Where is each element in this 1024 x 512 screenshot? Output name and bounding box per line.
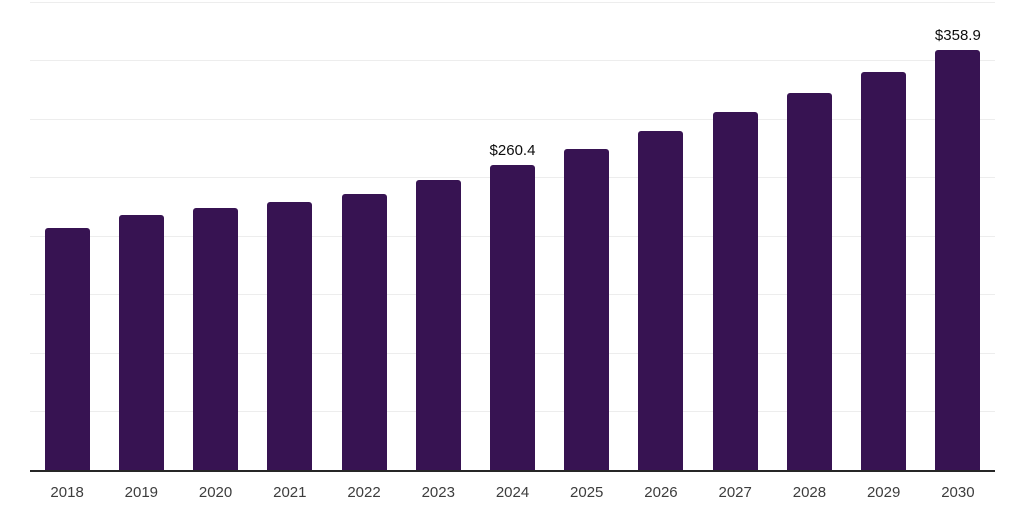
bar-2020 [193, 208, 239, 470]
value-label-2030: $358.9 [934, 27, 981, 45]
bar-2024 [490, 165, 535, 470]
chart-plot-area: $260.4 $358.9 [30, 1, 995, 472]
bar-2018 [44, 228, 90, 470]
x-tick-2019: 2019 [124, 484, 159, 501]
bar-2026 [638, 130, 684, 470]
gridline-350 [30, 60, 995, 61]
bar-2027 [712, 112, 758, 470]
bar-2029 [861, 71, 907, 470]
x-tick-2025: 2025 [570, 484, 604, 501]
bar-2021 [267, 201, 313, 470]
x-tick-2029: 2029 [866, 484, 901, 501]
x-tick-2026: 2026 [644, 484, 678, 501]
value-label-2024: $260.4 [489, 142, 536, 160]
bar-2025 [564, 148, 610, 470]
x-tick-2018: 2018 [50, 484, 84, 501]
x-tick-2023: 2023 [421, 484, 455, 501]
x-tick-2021: 2021 [273, 484, 307, 501]
bar-2023 [415, 179, 461, 470]
gridline-400 [30, 1, 995, 3]
x-tick-2022: 2022 [347, 484, 381, 501]
x-tick-2024: 2024 [495, 484, 530, 501]
x-tick-2028: 2028 [792, 484, 827, 501]
bar-2022 [341, 194, 387, 470]
bar-2028 [786, 92, 832, 470]
x-tick-2020: 2020 [198, 484, 233, 501]
x-axis-labels: 2018 2019 2020 2021 2022 2023 2024 2025 2026 2027… [0, 485, 1024, 505]
x-axis-line [30, 470, 995, 472]
bar-2030 [935, 50, 981, 470]
gridline-300 [30, 118, 995, 120]
bar-2019 [118, 214, 164, 470]
x-tick-2030: 2030 [941, 484, 975, 501]
x-tick-2027: 2027 [718, 484, 752, 501]
